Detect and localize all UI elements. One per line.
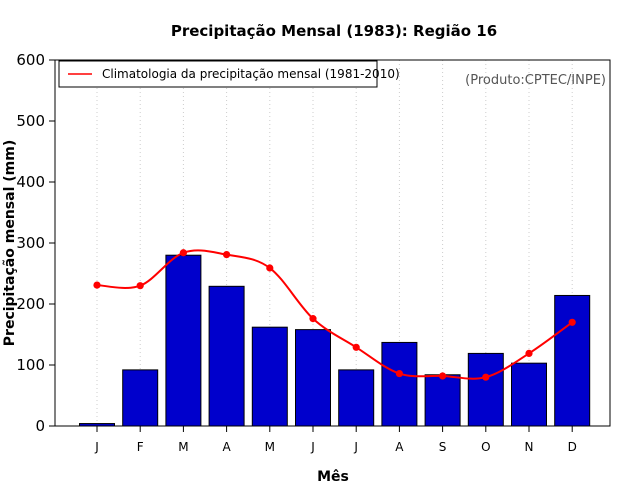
x-tick-label: S [439,440,447,454]
climatology-series [93,249,576,381]
climatology-point-1 [136,282,144,290]
bar-1 [122,369,159,427]
y-tick-label: 300 [16,234,45,252]
x-tick-label: A [395,440,404,454]
bar-11 [554,294,591,427]
legend-box [58,60,378,88]
y-tick-label: 500 [16,112,45,130]
y-tick-label: 400 [16,173,45,191]
climatology-point-5 [309,315,317,323]
y-axis-label: Precipitação mensal (mm) [2,140,18,346]
bar-10 [511,362,547,427]
climatology-point-2 [179,249,187,257]
legend: Climatologia da precipitação mensal (198… [58,60,400,88]
chart-title: Precipitação Mensal (1983): Região 16 [171,22,497,40]
climatology-point-0 [93,281,101,289]
x-tick-label: D [568,440,577,454]
x-tick-label: N [525,440,534,454]
climatology-point-4 [266,264,274,272]
x-tick-label: M [265,440,275,454]
climatology-point-11 [568,318,576,326]
bar-7 [381,341,418,427]
y-tick-label: 100 [16,356,45,374]
bar-2 [165,254,202,427]
climatology-point-7 [395,369,403,378]
legend-entry-climatology: Climatologia da precipitação mensal (198… [102,67,400,81]
y-tick-label: 0 [35,417,45,435]
x-tick-label: J [94,440,99,454]
y-tick-label: 200 [16,295,45,313]
climatology-point-6 [352,343,360,351]
source-annotation: (Produto:CPTEC/INPE) [465,73,606,88]
x-tick-label: J [310,440,315,454]
bar-9 [467,352,504,427]
bar-series [79,254,591,427]
y-tick-label: 600 [16,51,45,69]
bar-5 [295,329,331,427]
x-tick-label: A [222,440,231,454]
climatology-point-9 [482,373,490,381]
bar-8 [424,374,461,427]
x-tick-label: F [137,440,144,454]
x-tick-label: J [353,440,358,454]
bar-3 [208,285,245,427]
x-tick-label: M [178,440,188,454]
climatology-point-8 [439,372,447,380]
bar-4 [251,326,288,427]
climatology-point-3 [223,250,231,259]
x-axis-label: Mês [317,469,349,485]
x-tick-label: O [481,440,490,454]
y-axis: 0 100 200 300 400 500 600 [16,51,55,435]
bar-6 [338,369,375,427]
climatology-point-10 [525,349,533,358]
